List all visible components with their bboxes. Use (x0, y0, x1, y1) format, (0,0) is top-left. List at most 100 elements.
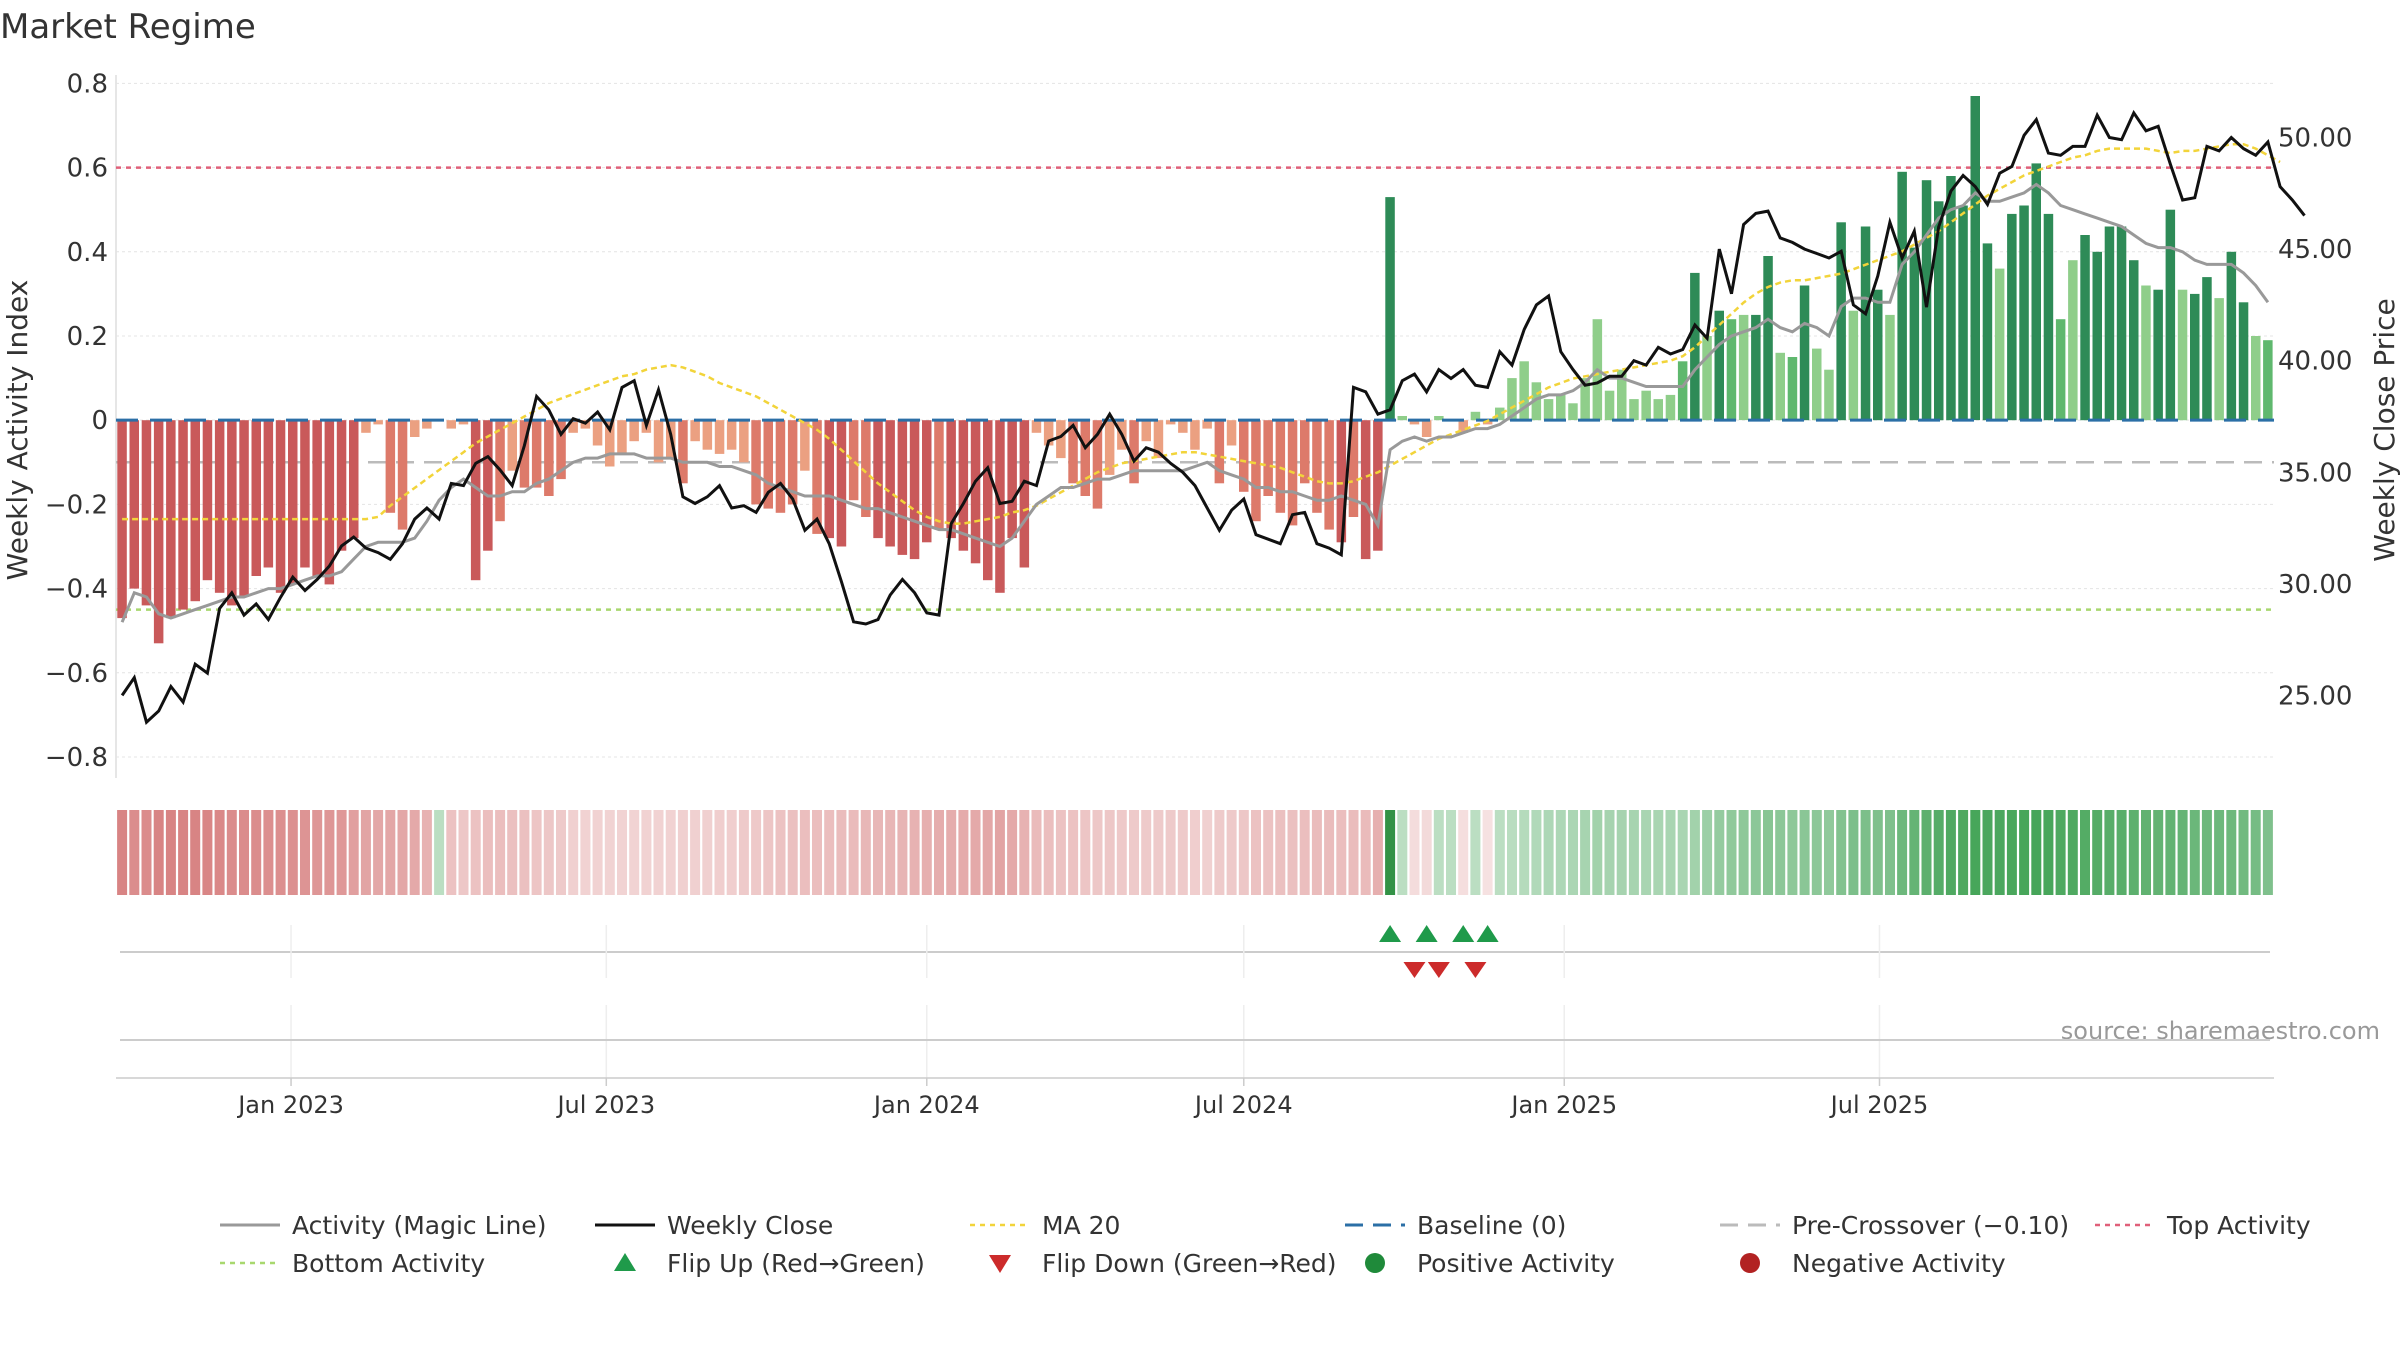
regime-cell (1153, 810, 1164, 895)
regime-cell (982, 810, 993, 895)
regime-cell (1116, 810, 1127, 895)
activity-bar (958, 420, 969, 551)
regime-cell (1982, 810, 1993, 895)
regime-cell (1092, 810, 1103, 895)
regime-cell (458, 810, 469, 895)
legend-swatch-flip_up (614, 1253, 636, 1271)
regime-cell (1592, 810, 1603, 895)
activity-bar (2129, 260, 2139, 421)
regime-cell (1275, 810, 1286, 895)
activity-bar (1946, 176, 1956, 421)
activity-bar (763, 420, 773, 509)
x-tick-label: Jan 2023 (236, 1091, 344, 1119)
activity-bar (2080, 235, 2090, 421)
activity-bar (519, 420, 530, 488)
activity-bar (983, 420, 993, 581)
regime-cell (397, 810, 408, 895)
activity-bar (2238, 302, 2249, 421)
regime-cell (421, 810, 432, 895)
activity-bar (1190, 420, 1200, 450)
regime-cell (1263, 810, 1274, 895)
activity-bar (2190, 293, 2200, 421)
regime-cell (190, 810, 201, 895)
regime-cell (2262, 810, 2273, 895)
regime-cell (2055, 810, 2066, 895)
activity-bar (1165, 420, 1176, 425)
x-tick-label: Jul 2025 (1829, 1091, 1929, 1119)
activity-bar (410, 420, 420, 437)
activity-bar (531, 420, 542, 488)
regime-cell (1251, 810, 1261, 895)
activity-bar (2104, 226, 2115, 421)
activity-bar (2165, 209, 2176, 421)
regime-cell (1897, 810, 1908, 895)
regime-cell (885, 810, 896, 895)
activity-bar (153, 420, 164, 644)
activity-bar (373, 420, 383, 425)
regime-cell (1555, 810, 1566, 895)
regime-cell (1202, 810, 1213, 895)
regime-cell (2019, 810, 2030, 895)
activity-bar (1104, 420, 1115, 475)
activity-bar (1970, 96, 1980, 421)
left-tick-label: 0.8 (67, 69, 108, 99)
regime-cell (1372, 810, 1383, 895)
activity-bar (1324, 420, 1334, 530)
regime-cell (1970, 810, 1981, 895)
regime-cell (1080, 810, 1091, 895)
activity-bar (483, 420, 493, 551)
activity-bar (1763, 256, 1773, 421)
regime-cell (1860, 810, 1871, 895)
regime-cell (409, 810, 420, 895)
activity-bar (1434, 416, 1444, 421)
regime-cell (909, 810, 920, 895)
regime-cell (531, 810, 542, 895)
regime-cell (1433, 810, 1444, 895)
regime-cell (946, 810, 957, 895)
flip-panel (120, 925, 2270, 1080)
activity-bar (2019, 205, 2029, 421)
activity-bar (592, 420, 603, 446)
regime-cell (1165, 810, 1176, 895)
regime-cell (2177, 810, 2188, 895)
regime-cell (653, 810, 664, 895)
activity-bar (1690, 272, 1700, 421)
regime-cell (799, 810, 810, 895)
activity-bar (1470, 411, 1481, 421)
regime-cell (482, 810, 493, 895)
regime-cell (2141, 810, 2151, 895)
regime-cell (970, 810, 981, 895)
regime-cell (1909, 810, 1920, 895)
activity-bar (1153, 420, 1164, 459)
regime-cell (1653, 810, 1664, 895)
activity-bar (1458, 420, 1468, 433)
activity-bar (1531, 382, 1542, 421)
activity-bar (178, 420, 188, 610)
regime-cell (1287, 810, 1298, 895)
activity-bar (848, 420, 859, 501)
activity-bar (909, 420, 920, 560)
regime-cell (324, 810, 335, 895)
activity-bar (946, 420, 956, 539)
regime-cell (1702, 810, 1713, 895)
activity-bar (787, 420, 798, 505)
regime-cell (1068, 810, 1079, 895)
ma20-line (122, 142, 2281, 525)
regime-cell (1360, 810, 1371, 895)
activity-bar (544, 420, 554, 496)
activity-bar (678, 420, 688, 484)
activity-bar (2068, 260, 2078, 421)
legend-label-baseline: Baseline (0) (1417, 1211, 1566, 1240)
regime-cell (787, 810, 798, 895)
flip-up-marker (1415, 925, 1438, 942)
regime-cell (1994, 810, 2005, 895)
activity-bar (922, 420, 932, 543)
regime-cell (1641, 810, 1652, 895)
regime-cell (495, 810, 506, 895)
left-tick-label: 0.4 (67, 238, 108, 268)
regime-cell (1043, 810, 1054, 895)
activity-bar (836, 420, 847, 547)
activity-bar (336, 420, 347, 551)
regime-cell (178, 810, 189, 895)
